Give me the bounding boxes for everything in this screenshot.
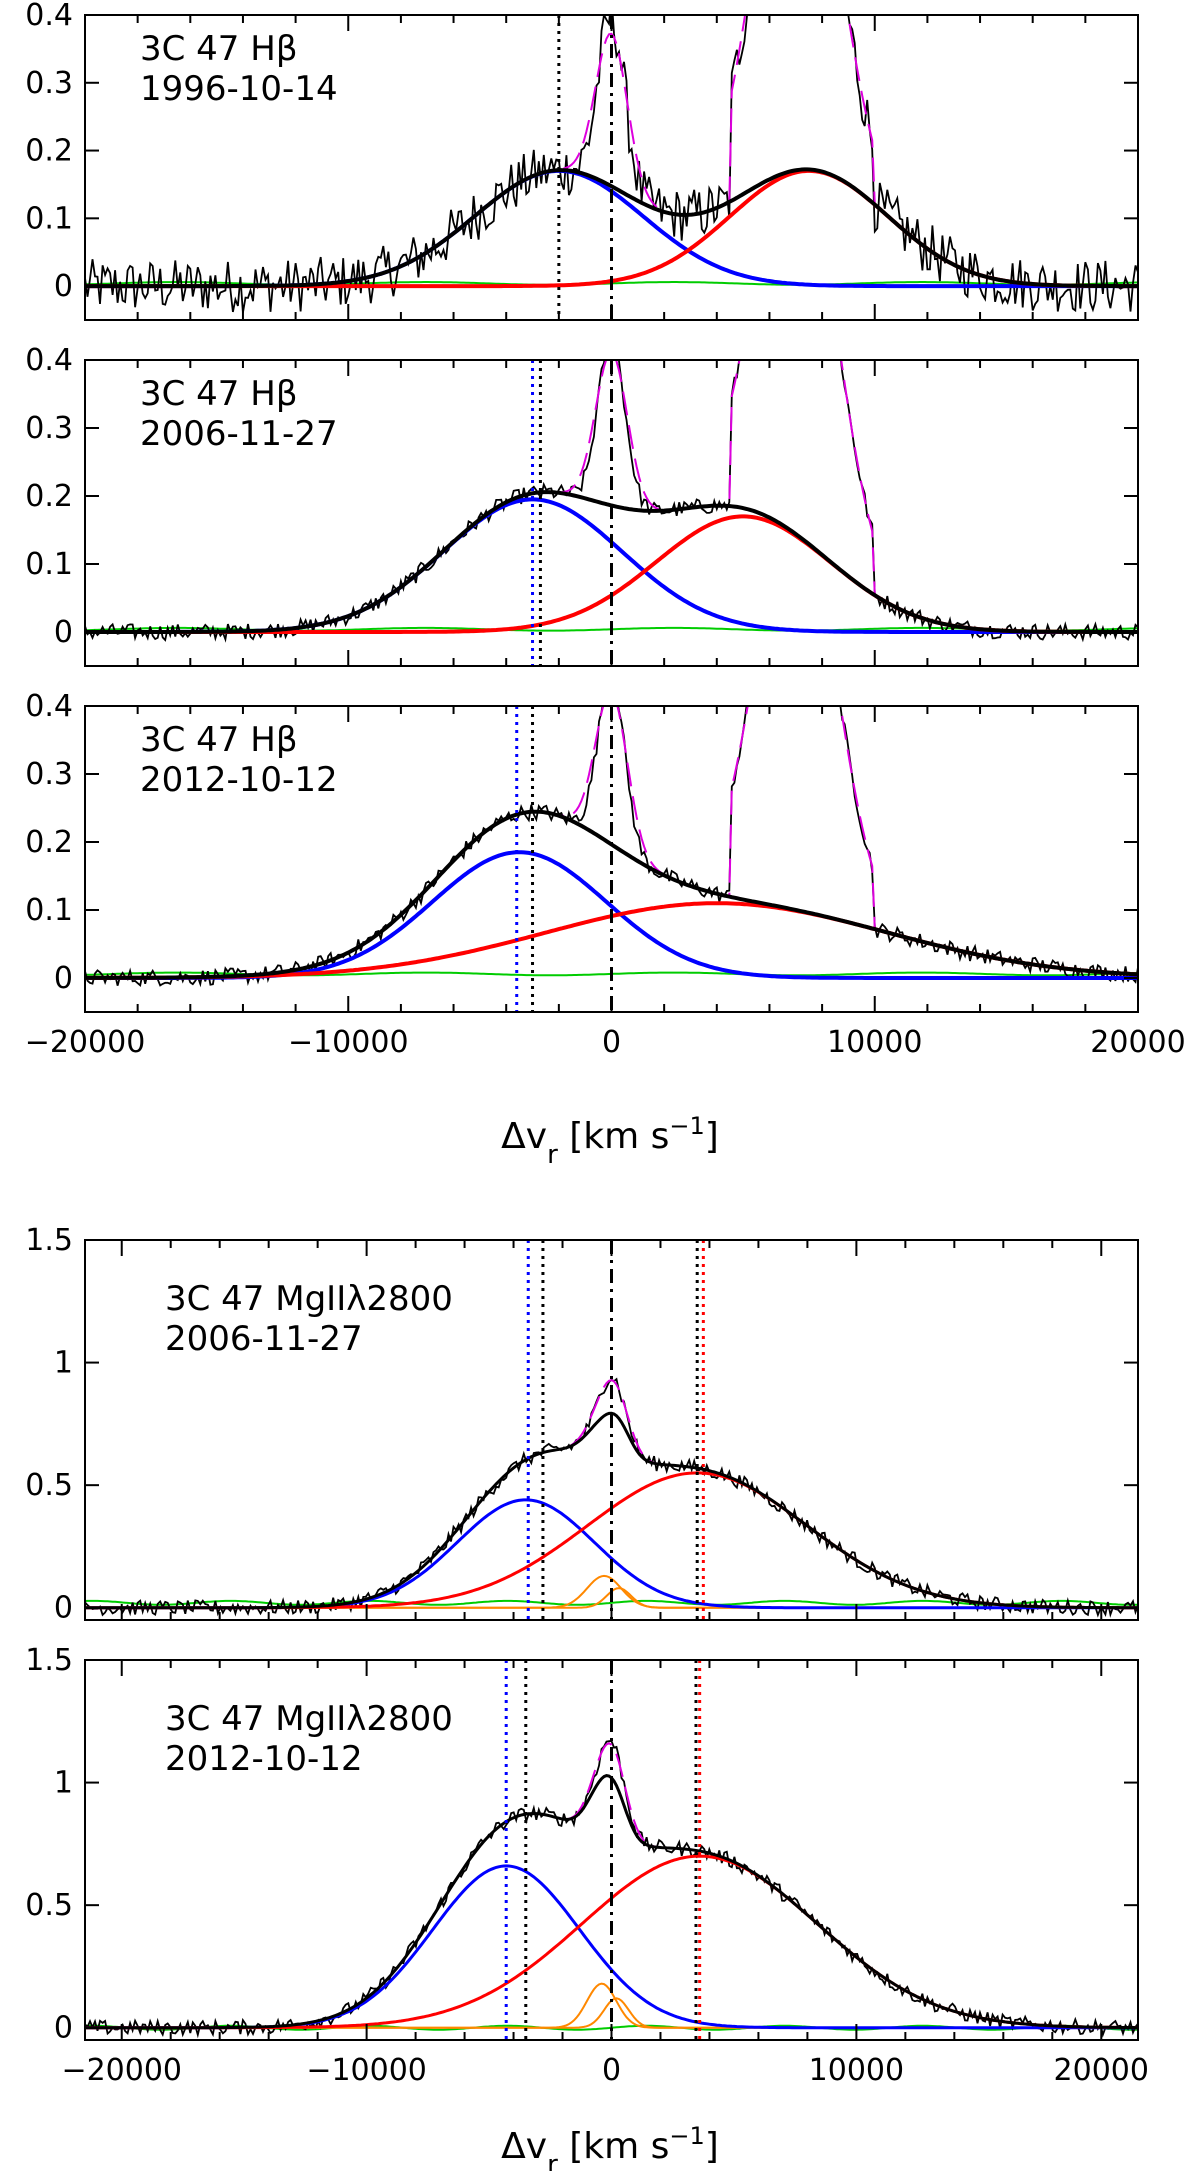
xtick-label: −20000	[61, 2053, 182, 2088]
series-observed-spectrum	[85, 360, 1138, 643]
series-broad-total	[85, 1411, 1138, 1610]
ytick-label: 1.5	[25, 1223, 73, 1258]
ytick-label: 0.2	[25, 479, 73, 514]
plot-area	[85, 1660, 1138, 2040]
ytick-label: 0.1	[25, 893, 73, 928]
series-blue-component	[85, 1864, 1138, 2030]
xtick-label: −20000	[25, 1025, 146, 1060]
xtick-label: −10000	[306, 2053, 427, 2088]
panel-label-line2: 2006-11-27	[140, 414, 338, 454]
ytick-label: 0.2	[25, 825, 73, 860]
plot-area	[85, 706, 1138, 1012]
plot-area	[85, 360, 1138, 666]
panel-label-line2: 2006-11-27	[165, 1319, 363, 1359]
ytick-label: 1	[54, 1346, 73, 1381]
plot-area	[85, 15, 1138, 320]
ytick-label: 1	[54, 1766, 73, 1801]
svg-text:Δvr [km s−1]: Δvr [km s−1]	[501, 1112, 719, 1170]
chart-panels: 00.10.20.30.43C 47 Hβ1996-10-1400.10.20.…	[25, 0, 1186, 2088]
panel-label-line2: 1996-10-14	[140, 69, 338, 109]
xtick-label: 20000	[1054, 2053, 1149, 2088]
x-axis-label-bottom: Δvr [km s−1]	[501, 2122, 719, 2171]
ytick-label: 0	[54, 615, 73, 650]
panel-label-line1: 3C 47 Hβ	[140, 720, 298, 760]
plot-area	[85, 1240, 1138, 1620]
ytick-label: 0.1	[25, 547, 73, 582]
xtick-label: 0	[602, 1025, 621, 1060]
xtick-label: 0	[602, 2053, 621, 2088]
series-green-component	[85, 1599, 1138, 1606]
xtick-label: 10000	[827, 1025, 922, 1060]
ytick-label: 0.4	[25, 343, 73, 378]
ytick-label: 0.1	[25, 201, 73, 236]
ytick-label: 0.2	[25, 134, 73, 169]
ytick-label: 0.3	[25, 66, 73, 101]
series-broad-total	[85, 809, 1138, 980]
panel-label-line1: 3C 47 Hβ	[140, 29, 298, 69]
ytick-label: 0.4	[25, 689, 73, 724]
ytick-label: 0	[54, 269, 73, 304]
ytick-label: 0	[54, 1591, 73, 1626]
xlabel-top-text: Δv	[501, 1116, 547, 1157]
svg-text:Δvr [km s−1]: Δvr [km s−1]	[501, 2122, 719, 2171]
panel-label-line1: 3C 47 Hβ	[140, 374, 298, 414]
ytick-label: 0.5	[25, 1468, 73, 1503]
xlabel-bottom-text: Δv	[501, 2126, 547, 2167]
ytick-label: 0.4	[25, 0, 73, 33]
panel-label-line2: 2012-10-12	[140, 760, 338, 800]
ytick-label: 0.3	[25, 411, 73, 446]
xtick-label: 10000	[809, 2053, 904, 2088]
ytick-label: 1.5	[25, 1643, 73, 1678]
panel-label-line1: 3C 47 MgIIλ2800	[165, 1279, 453, 1319]
panel-label-line1: 3C 47 MgIIλ2800	[165, 1699, 453, 1739]
ytick-label: 0	[54, 2011, 73, 2046]
ytick-label: 0	[54, 961, 73, 996]
x-axis-label-top: Δvr [km s−1]	[501, 1112, 719, 1170]
ytick-label: 0.5	[25, 1888, 73, 1923]
xtick-label: −10000	[288, 1025, 409, 1060]
xtick-label: 20000	[1090, 1025, 1185, 1060]
series-observed-spectrum	[85, 15, 1138, 313]
panel-label-line2: 2012-10-12	[165, 1739, 363, 1779]
chart-panel-5: 0 0.5 1 1.5 −20000 −10000 0 10000 20000 3C 47 MgI…	[25, 1643, 1149, 2088]
ytick-label: 0.3	[25, 757, 73, 792]
chart-panel-3: 0 0.1 0.2 0.3 0.4 −20000 −10000 0 10000 20000 3C 4…	[25, 689, 1186, 1060]
series-broad-total	[85, 167, 1138, 289]
